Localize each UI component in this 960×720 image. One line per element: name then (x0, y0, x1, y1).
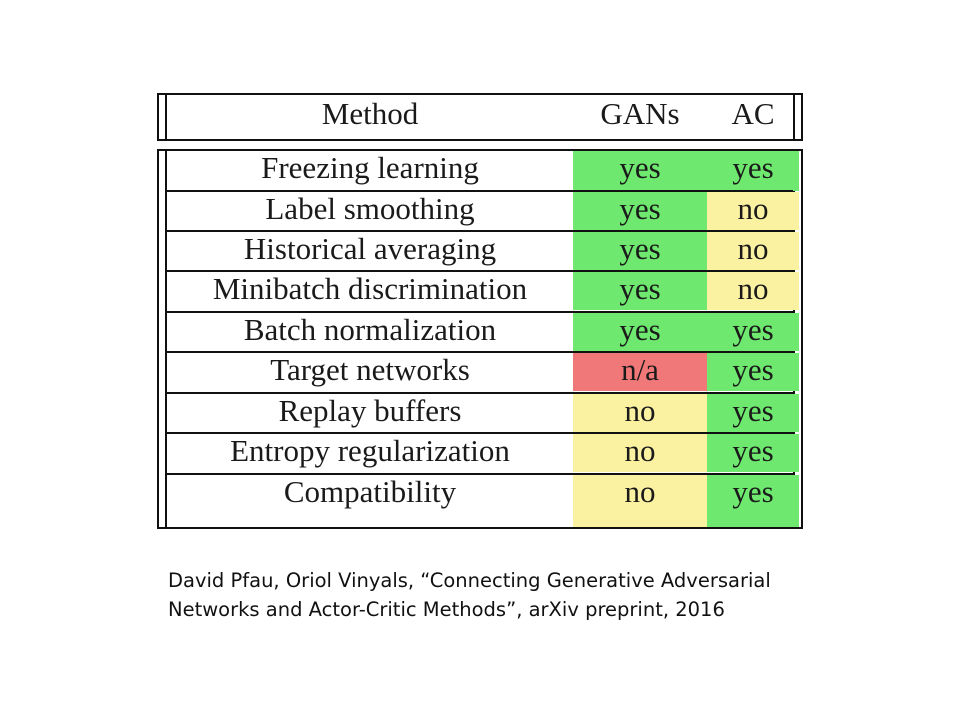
table-header-inner: Method GANs AC (165, 95, 795, 139)
row-ac-value: yes (707, 434, 799, 472)
row-method: Label smoothing (167, 192, 573, 230)
table-row: Compatibility no yes (167, 473, 799, 529)
row-method: Freezing learning (167, 151, 573, 191)
header-gans: GANs (600, 96, 680, 131)
row-method: Minibatch discrimination (167, 272, 573, 310)
header-ac: AC (731, 96, 775, 131)
table-row: Freezing learning yes yes (167, 151, 799, 191)
row-method: Entropy regularization (167, 434, 573, 472)
row-gans-value: no (573, 434, 707, 472)
comparison-table: Freezing learning yes yes Label smoothin… (157, 149, 803, 529)
row-gans-value: yes (573, 313, 707, 351)
table-row: Label smoothing yes no (167, 190, 799, 230)
row-method: Historical averaging (167, 232, 573, 270)
comparison-table-inner: Freezing learning yes yes Label smoothin… (165, 151, 799, 529)
row-ac-value: yes (707, 313, 799, 351)
row-gans-value: no (573, 394, 707, 432)
table-row: Minibatch discrimination yes no (167, 270, 799, 310)
row-ac-value: yes (707, 353, 799, 391)
row-gans-value: yes (573, 272, 707, 310)
row-method: Replay buffers (167, 394, 573, 432)
header-method: Method (321, 96, 419, 131)
row-ac-value: yes (707, 475, 799, 529)
row-ac-value: no (707, 272, 799, 310)
table-header: Method GANs AC (157, 93, 803, 141)
table-bottom-rule (159, 527, 801, 529)
table-row: Target networks n/a yes (167, 351, 799, 391)
table-row: Historical averaging yes no (167, 230, 799, 270)
table-row: Entropy regularization no yes (167, 432, 799, 472)
citation: David Pfau, Oriol Vinyals, “Connecting G… (168, 566, 868, 624)
row-gans-value: yes (573, 232, 707, 270)
row-ac-value: no (707, 192, 799, 230)
row-ac-value: yes (707, 394, 799, 432)
row-gans-value: no (573, 475, 707, 529)
row-ac-value: no (707, 232, 799, 270)
row-method: Compatibility (167, 475, 573, 529)
row-gans-value: yes (573, 192, 707, 230)
row-gans-value: yes (573, 151, 707, 191)
citation-line-2: Networks and Actor-Critic Methods”, arXi… (168, 598, 725, 621)
row-method: Target networks (167, 353, 573, 391)
table-row: Batch normalization yes yes (167, 311, 799, 351)
row-ac-value: yes (707, 151, 799, 191)
row-method: Batch normalization (167, 313, 573, 351)
table-row: Replay buffers no yes (167, 392, 799, 432)
citation-line-1: David Pfau, Oriol Vinyals, “Connecting G… (168, 569, 771, 592)
row-gans-value: n/a (573, 353, 707, 391)
